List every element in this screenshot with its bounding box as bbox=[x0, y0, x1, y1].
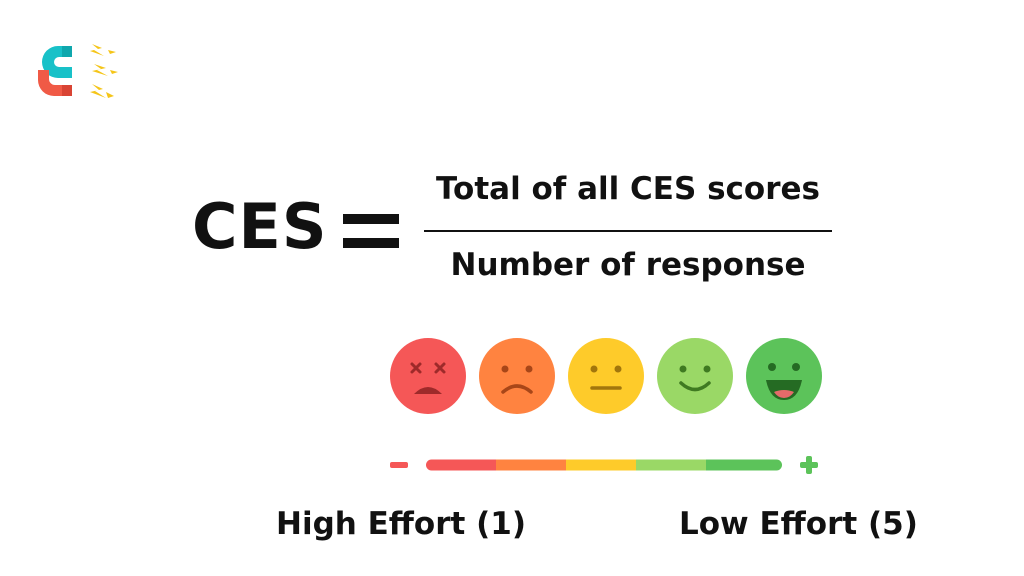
low-effort-label: Low Effort (5) bbox=[679, 506, 918, 542]
formula-lhs: CES bbox=[192, 190, 328, 263]
effort-faces bbox=[390, 338, 822, 414]
equals-sign bbox=[343, 214, 399, 250]
magnet-logo-icon bbox=[38, 44, 118, 98]
plus-icon bbox=[800, 456, 818, 474]
formula-numerator: Total of all CES scores bbox=[436, 171, 820, 207]
sad-face-icon bbox=[479, 338, 555, 414]
smile-face-icon bbox=[657, 338, 733, 414]
effort-scale bbox=[390, 456, 818, 474]
dead-face-icon bbox=[390, 338, 466, 414]
formula-denominator: Number of response bbox=[450, 247, 806, 283]
high-effort-label: High Effort (1) bbox=[276, 506, 527, 542]
neutral-face-icon bbox=[568, 338, 644, 414]
big-smile-face-icon bbox=[746, 338, 822, 414]
effort-bar bbox=[426, 459, 782, 471]
minus-icon bbox=[390, 462, 408, 468]
fraction-line bbox=[424, 230, 832, 232]
